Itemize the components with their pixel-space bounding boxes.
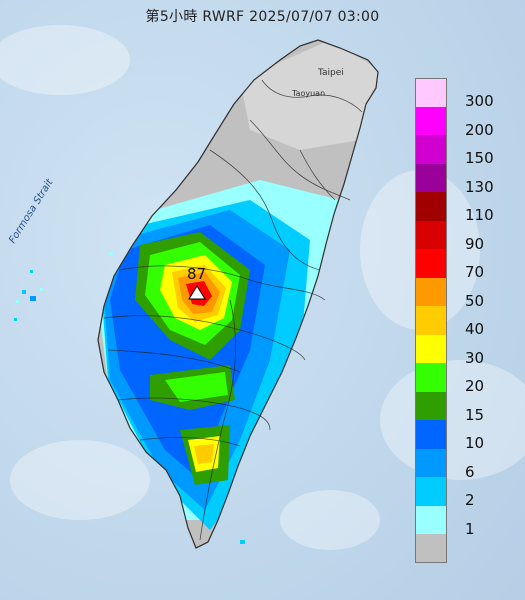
legend-row: 70 — [413, 249, 521, 281]
legend-swatch — [415, 192, 447, 221]
max-rainfall-marker: 87 — [187, 265, 206, 300]
legend-swatch — [415, 505, 447, 534]
legend-swatch — [415, 277, 447, 306]
legend-label: 50 — [465, 291, 485, 310]
legend-swatch — [415, 448, 447, 477]
legend-label: 10 — [465, 434, 485, 452]
max-value-label: 87 — [187, 265, 206, 283]
legend-label: 1 — [465, 519, 475, 538]
legend-swatch — [415, 534, 447, 563]
legend-label: 40 — [465, 320, 485, 338]
legend-row: 300 — [413, 78, 521, 110]
legend-row: 30 — [413, 334, 521, 367]
legend-label: 15 — [465, 405, 485, 424]
legend-label: 70 — [465, 263, 485, 281]
legend-row: 110 — [413, 192, 521, 224]
legend-row: 150 — [413, 135, 521, 167]
legend-swatch — [415, 420, 447, 449]
legend-label: 2 — [465, 491, 475, 509]
triangle-icon — [188, 285, 206, 300]
legend-row: 2 — [413, 477, 521, 509]
north-terrain — [240, 40, 378, 150]
legend-swatch — [415, 334, 447, 363]
legend-swatch — [415, 106, 447, 135]
legend-label: 90 — [465, 234, 485, 253]
legend-swatch — [415, 78, 447, 107]
legend-row: 20 — [413, 363, 521, 395]
legend-label: 110 — [465, 206, 494, 224]
legend-swatch — [415, 306, 447, 335]
legend-label: 30 — [465, 348, 485, 367]
legend-row — [413, 534, 521, 563]
legend-row: 130 — [413, 163, 521, 196]
legend-label: 150 — [465, 149, 494, 167]
legend-label: 200 — [465, 120, 494, 139]
legend-label: 6 — [465, 462, 475, 481]
place-label-taipei: Taipei — [317, 68, 344, 78]
map-title: 第5小時 RWRF 2025/07/07 03:00 — [145, 9, 380, 25]
island-outline — [97, 39, 379, 549]
offshore-rain-specks — [14, 252, 245, 544]
legend-row: 6 — [413, 448, 521, 481]
legend-row: 50 — [413, 277, 521, 310]
legend-swatch — [415, 477, 447, 506]
legend-row: 1 — [413, 505, 521, 538]
legend-swatch — [415, 163, 447, 192]
rain-40-south — [194, 444, 214, 464]
legend-swatch — [415, 363, 447, 392]
legend-row: 200 — [413, 106, 521, 139]
legend-label: 20 — [465, 377, 485, 395]
rain-20-south — [165, 372, 228, 402]
place-label-taoyuan: Taoyuan — [291, 89, 325, 98]
legend-row: 15 — [413, 391, 521, 424]
legend-swatch — [415, 391, 447, 420]
legend-row: 90 — [413, 220, 521, 253]
legend-swatch — [415, 135, 447, 164]
legend-label: 130 — [465, 177, 494, 196]
legend-row: 10 — [413, 420, 521, 452]
legend-label: 300 — [465, 92, 494, 110]
legend-row: 40 — [413, 306, 521, 338]
color-legend: 300 200 150 130 110 90 70 50 40 30 20 15 10 6 2 1 — [413, 78, 521, 563]
legend-swatch — [415, 249, 447, 278]
legend-swatch — [415, 220, 447, 249]
